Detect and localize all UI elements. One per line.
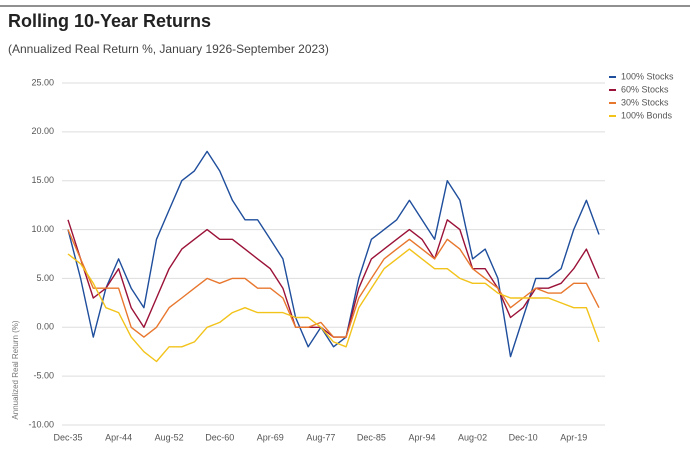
- x-tick-label: Apr-69: [257, 432, 284, 442]
- y-axis-label: Annualized Real Return (%): [11, 320, 20, 419]
- x-tick-label: Apr-44: [105, 432, 132, 442]
- x-tick-label: Aug-52: [155, 432, 184, 442]
- y-tick-label: 0.00: [36, 322, 54, 332]
- legend-label: 30% Stocks: [621, 97, 669, 107]
- series-line: [67, 229, 600, 338]
- chart-title: Rolling 10-Year Returns: [8, 11, 211, 31]
- y-tick-label: 5.00: [36, 273, 54, 283]
- legend-label: 60% Stocks: [621, 84, 669, 94]
- y-tick-label: 25.00: [31, 77, 54, 87]
- x-tick-label: Aug-02: [458, 432, 487, 442]
- x-tick-label: Apr-94: [408, 432, 435, 442]
- x-tick-label: Aug-77: [306, 432, 335, 442]
- series-line: [67, 248, 600, 363]
- x-tick-label: Dec-10: [509, 432, 538, 442]
- y-tick-label: -5.00: [33, 371, 54, 381]
- y-tick-label: -10.00: [28, 419, 54, 429]
- y-tick-label: 20.00: [31, 126, 54, 136]
- x-tick-label: Dec-35: [53, 432, 82, 442]
- legend-label: 100% Bonds: [621, 110, 673, 120]
- y-tick-label: 10.00: [31, 224, 54, 234]
- series-line: [67, 150, 600, 358]
- y-tick-label: 15.00: [31, 175, 54, 185]
- legend-label: 100% Stocks: [621, 71, 674, 81]
- x-tick-label: Dec-85: [357, 432, 386, 442]
- x-tick-label: Dec-60: [205, 432, 234, 442]
- chart-subtitle: (Annualized Real Return %, January 1926-…: [8, 42, 329, 56]
- x-tick-label: Apr-19: [560, 432, 587, 442]
